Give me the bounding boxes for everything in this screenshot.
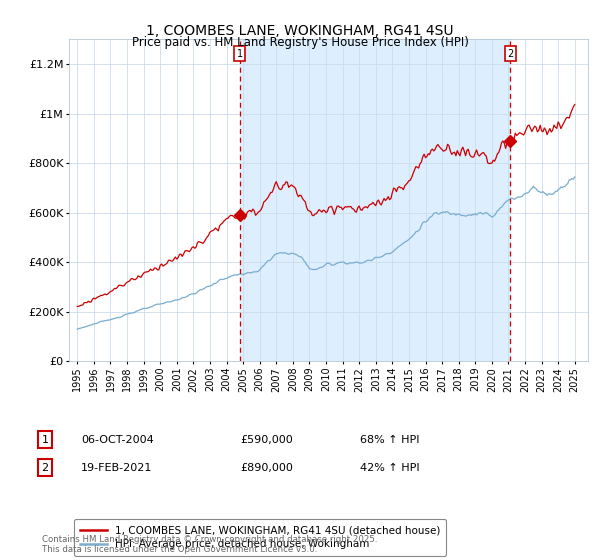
Bar: [239, 39, 511, 361]
Text: Contains HM Land Registry data © Crown copyright and database right 2025.
This d: Contains HM Land Registry data © Crown c…: [42, 535, 377, 554]
Text: 1: 1: [236, 49, 242, 59]
Text: 1: 1: [41, 435, 49, 445]
Text: 2: 2: [507, 49, 514, 59]
Legend: 1, COOMBES LANE, WOKINGHAM, RG41 4SU (detached house), HPI: Average price, detac: 1, COOMBES LANE, WOKINGHAM, RG41 4SU (de…: [74, 519, 446, 556]
Text: 1, COOMBES LANE, WOKINGHAM, RG41 4SU: 1, COOMBES LANE, WOKINGHAM, RG41 4SU: [146, 24, 454, 38]
Text: £890,000: £890,000: [240, 463, 293, 473]
Text: 19-FEB-2021: 19-FEB-2021: [81, 463, 152, 473]
Text: 68% ↑ HPI: 68% ↑ HPI: [360, 435, 419, 445]
Text: 42% ↑ HPI: 42% ↑ HPI: [360, 463, 419, 473]
Text: 06-OCT-2004: 06-OCT-2004: [81, 435, 154, 445]
Text: £590,000: £590,000: [240, 435, 293, 445]
Text: 2: 2: [41, 463, 49, 473]
Text: Price paid vs. HM Land Registry's House Price Index (HPI): Price paid vs. HM Land Registry's House …: [131, 36, 469, 49]
